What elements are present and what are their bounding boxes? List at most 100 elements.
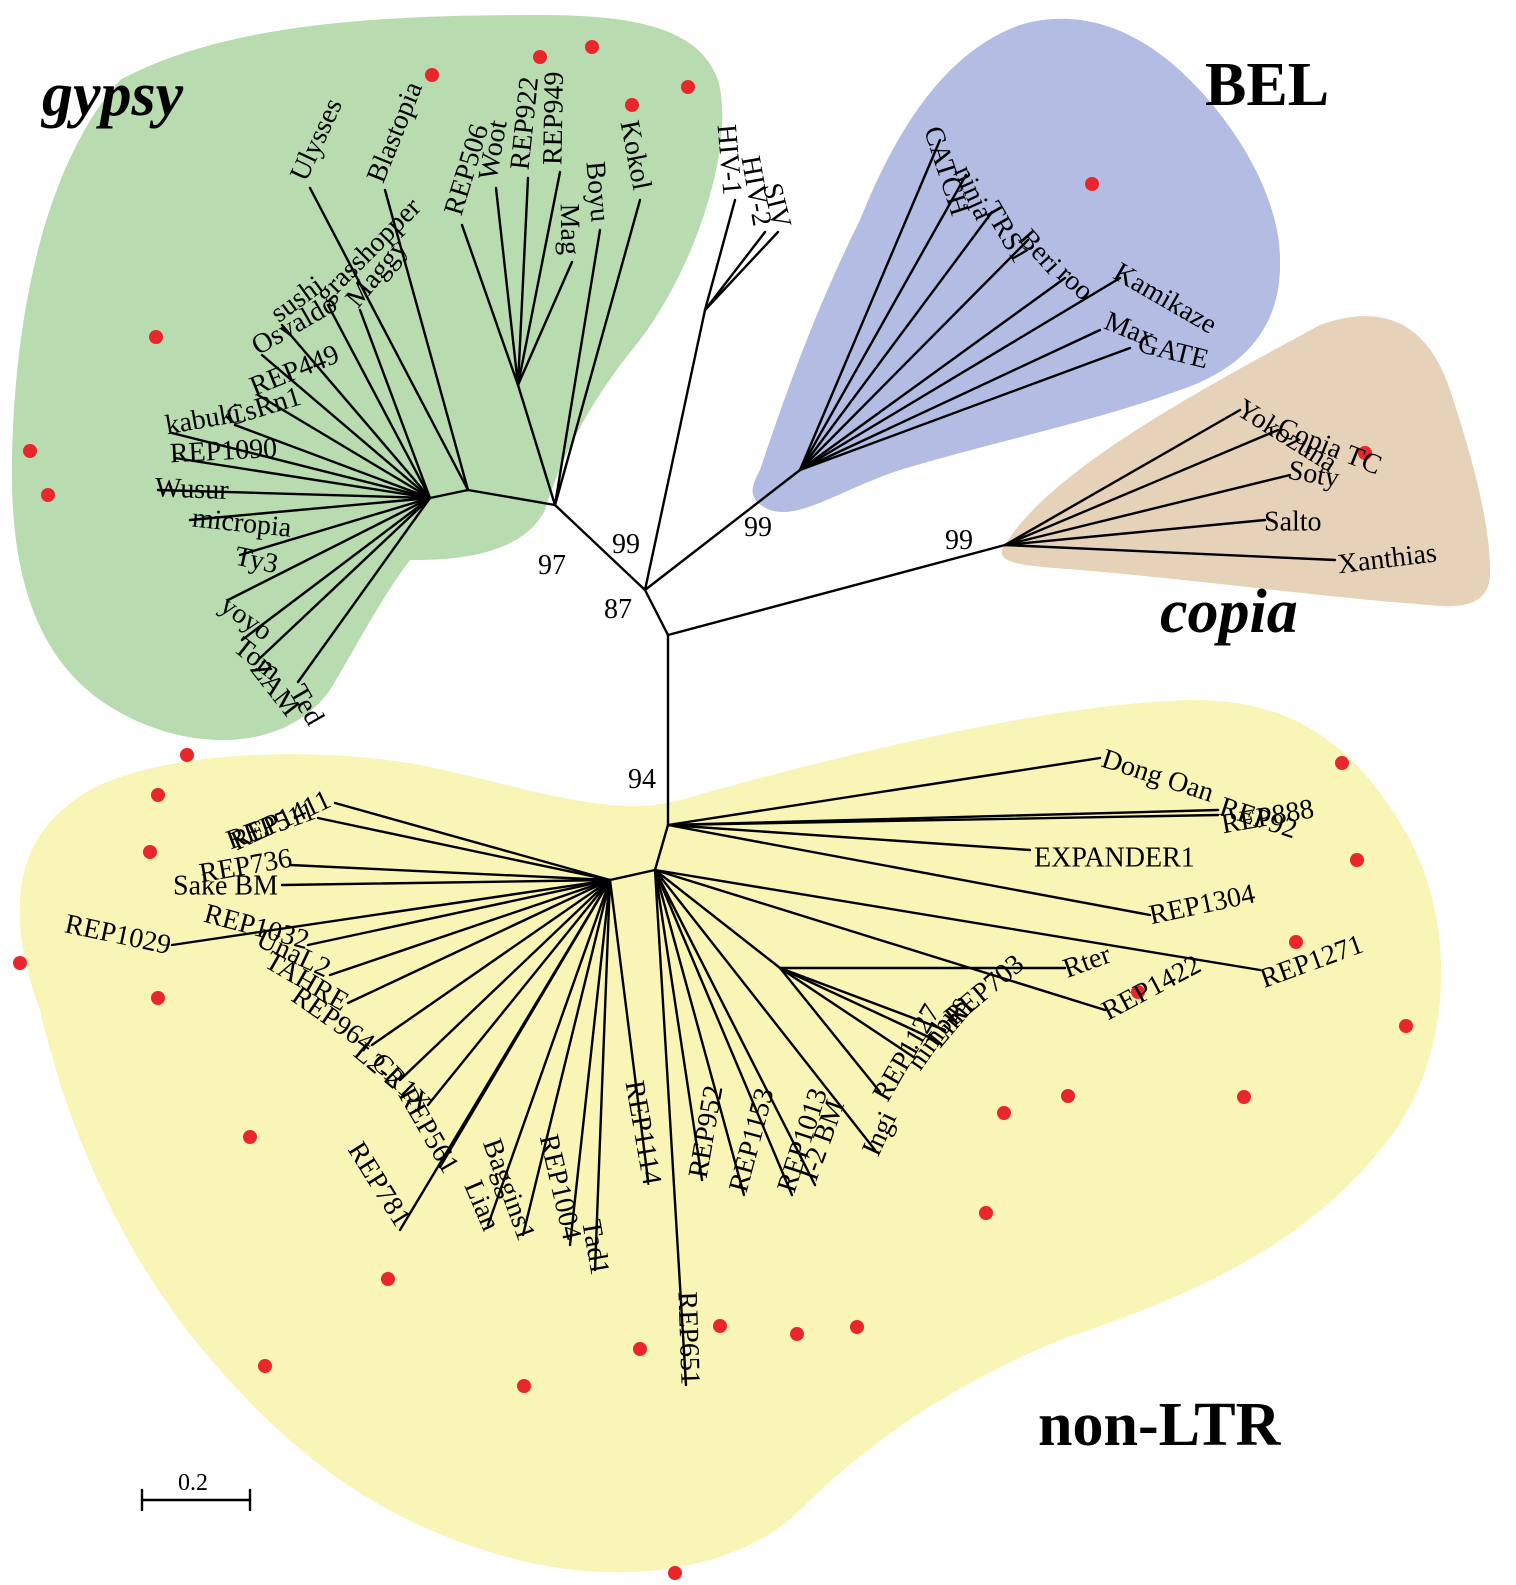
taxon-label: HIV-1 xyxy=(710,123,747,196)
internal-branch xyxy=(428,488,470,500)
leaf-branch xyxy=(653,868,877,1152)
marker-dot xyxy=(681,80,695,94)
leaf-branch xyxy=(280,323,432,500)
leaf-branch xyxy=(798,173,968,472)
internal-branch xyxy=(653,823,670,872)
support-value: 99 xyxy=(945,525,973,556)
scale-bar: 0.2 xyxy=(140,1470,252,1512)
leaf-branch xyxy=(516,170,562,387)
internal-branch xyxy=(643,308,707,592)
taxon-label: EXPANDER1 xyxy=(1034,842,1195,873)
marker-dot xyxy=(979,1206,993,1220)
leaf-branch xyxy=(256,496,432,662)
leaf-branch xyxy=(553,228,602,507)
marker-dot xyxy=(1335,756,1349,770)
internal-branch xyxy=(553,503,647,592)
clade-label-copia: copia xyxy=(1160,578,1298,646)
leaf-branch xyxy=(653,868,1262,972)
marker-dot xyxy=(633,1342,647,1356)
internal-branch xyxy=(466,488,557,507)
leaf-branch xyxy=(1003,428,1280,547)
leaf-branch xyxy=(653,868,704,1182)
taxon-label: Salto xyxy=(1264,506,1322,537)
support-value: 99 xyxy=(744,512,772,543)
leaf-branch xyxy=(568,878,612,1247)
leaf-branch xyxy=(798,346,1132,472)
leaf-branch xyxy=(370,878,612,1047)
leaf-branch xyxy=(358,308,432,500)
support-value: 99 xyxy=(612,529,640,560)
leaf-branch xyxy=(156,488,432,500)
leaf-branch xyxy=(383,188,470,492)
leaf-branch xyxy=(170,431,432,500)
leaf-branch xyxy=(170,878,612,947)
taxon-label: Mag xyxy=(554,203,586,255)
leaf-branch xyxy=(486,878,612,1227)
leaf-branch xyxy=(306,878,612,947)
taxon-label: Sake BM xyxy=(173,870,278,901)
marker-dot xyxy=(180,748,194,762)
taxon-label: REP651 xyxy=(671,1291,705,1385)
scale-bar-label: 0.2 xyxy=(178,1470,208,1496)
leaf-branch xyxy=(346,878,612,1005)
support-value: 87 xyxy=(604,594,632,625)
leaf-branch xyxy=(426,878,612,1107)
leaf-branch xyxy=(703,198,737,312)
marker-dot xyxy=(1085,177,1099,191)
leaf-branch xyxy=(260,353,432,500)
leaf-branch xyxy=(233,423,432,500)
leaf-branch xyxy=(296,496,432,684)
marker-dot xyxy=(1061,1089,1075,1103)
marker-dot xyxy=(790,1327,804,1341)
leaf-branch xyxy=(316,816,612,882)
leaf-branch xyxy=(666,813,1220,827)
leaf-branch xyxy=(188,496,432,522)
leaf-branch xyxy=(1003,473,1292,547)
leaf-branch xyxy=(1003,543,1337,562)
leaf-branch xyxy=(226,496,432,602)
internal-branch xyxy=(643,588,670,637)
marker-dot xyxy=(1399,1019,1413,1033)
taxon-label: REP1090 xyxy=(169,433,278,470)
taxon-label: Boyu xyxy=(579,160,615,223)
leaf-branch xyxy=(173,456,432,500)
leaf-branch xyxy=(653,868,817,1187)
marker-dot xyxy=(668,1566,682,1580)
leaf-branch xyxy=(516,176,530,387)
marker-dot xyxy=(533,50,547,64)
leaf-branch xyxy=(778,966,917,1060)
leaf-branch xyxy=(798,238,1030,472)
leaf-branch xyxy=(328,878,612,977)
leaf-branch xyxy=(798,328,1102,472)
marker-dot xyxy=(713,1319,727,1333)
leaf-branch xyxy=(398,878,612,1232)
marker-dot xyxy=(23,444,37,458)
leaf-branch xyxy=(798,276,1122,472)
leaf-branch xyxy=(666,823,1032,852)
leaf-branch xyxy=(240,496,432,642)
leaf-branch xyxy=(398,878,612,1082)
leaf-branch xyxy=(653,868,688,1387)
marker-dot xyxy=(149,330,163,344)
leaf-branch xyxy=(798,276,1067,472)
support-value: 94 xyxy=(628,764,656,795)
marker-dot xyxy=(143,845,157,859)
nonltr-clade-region xyxy=(19,700,1442,1573)
leaf-branch xyxy=(798,210,994,472)
leaf-branch xyxy=(288,863,612,882)
marker-dot xyxy=(151,991,165,1005)
taxon-label: REP949 xyxy=(537,71,570,165)
leaf-branch xyxy=(280,878,612,887)
leaf-branch xyxy=(521,878,612,1237)
leaf-branch xyxy=(666,756,1102,827)
leaf-branch xyxy=(494,186,520,387)
leaf-branch xyxy=(256,393,432,500)
leaf-branch xyxy=(333,801,612,882)
leaf-branch xyxy=(460,223,520,387)
clade-label-gypsy: gypsy xyxy=(40,61,184,129)
marker-dot xyxy=(258,1359,272,1373)
marker-dot xyxy=(425,68,439,82)
leaf-branch xyxy=(778,966,937,1042)
leaf-branch xyxy=(326,303,432,500)
marker-dot xyxy=(1237,1090,1251,1104)
